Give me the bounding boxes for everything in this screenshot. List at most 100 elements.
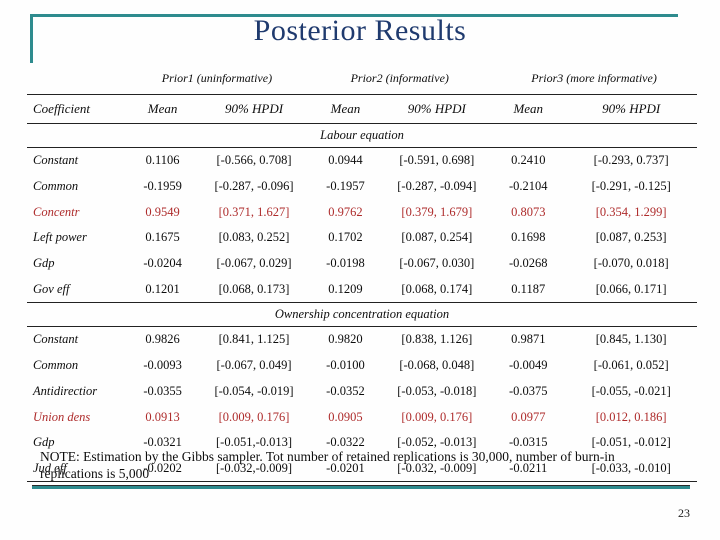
table-row: Left power 0.1675 [0.083, 0.252] 0.1702 [0.0… — [27, 225, 697, 251]
hpdi-cell: [0.371, 1.627] — [218, 204, 290, 219]
mean-cell: 0.9549 — [145, 204, 180, 219]
table-row: Constant 0.1106 [-0.566, 0.708] 0.0944 [-0.5… — [27, 148, 697, 174]
column-header-hpdi: 90% HPDI — [382, 94, 492, 124]
mean-cell: -0.0355 — [143, 383, 182, 398]
hpdi-cell: [-0.070, 0.018] — [593, 256, 669, 271]
hpdi-cell: [-0.054, -0.019] — [214, 383, 294, 398]
mean-cell: -0.0352 — [326, 383, 365, 398]
column-header-hpdi: 90% HPDI — [565, 94, 697, 124]
hpdi-cell: [0.083, 0.252] — [218, 230, 290, 245]
hpdi-cell: [-0.051, -0.012] — [591, 435, 671, 450]
column-header-mean: Mean — [308, 94, 383, 124]
coefficient-cell: Antidirectior — [33, 383, 98, 398]
mean-cell: 0.0905 — [328, 409, 363, 424]
mean-cell: -0.0204 — [143, 256, 182, 271]
table-row: Constant 0.9826 [0.841, 1.125] 0.9820 [0.838… — [27, 327, 697, 353]
mean-cell: 0.1187 — [511, 281, 546, 296]
mean-cell: -0.0211 — [491, 455, 566, 483]
mean-cell: -0.0198 — [326, 256, 365, 271]
mean-cell: -0.0202 — [125, 455, 200, 483]
mean-cell: -0.0321 — [143, 435, 182, 450]
bottom-accent-line — [32, 485, 690, 489]
coefficient-cell: Union dens — [33, 409, 91, 424]
mean-cell: 0.1106 — [145, 153, 180, 168]
prior2-header: Prior2 (informative) — [350, 70, 449, 85]
prior1-header: Prior1 (uninformative) — [161, 70, 273, 85]
posterior-results-table: Prior1 (uninformative) Prior2 (informati… — [27, 62, 697, 483]
coefficient-cell: Gdp — [33, 256, 55, 271]
table-row: Gov eff 0.1201 [0.068, 0.173] 0.1209 [0.068,… — [27, 276, 697, 302]
mean-cell: 0.9826 — [145, 332, 180, 347]
coefficient-cell: Gov eff — [33, 281, 70, 296]
section-header-row: Labour equation — [27, 123, 697, 148]
column-header-coefficient: Coefficient — [27, 94, 126, 124]
mean-cell: 0.9820 — [328, 332, 363, 347]
hpdi-cell: [-0.053, -0.018] — [397, 383, 477, 398]
hpdi-cell: [-0.067, 0.030] — [399, 256, 475, 271]
mean-cell: -0.1959 — [143, 179, 182, 194]
mean-cell: 0.9871 — [511, 332, 546, 347]
coefficient-cell: Constant — [33, 153, 79, 168]
section-title: Ownership concentration equation — [27, 302, 697, 328]
empty-cell — [27, 62, 126, 95]
prior-header-row: Prior1 (uninformative) Prior2 (informati… — [27, 62, 697, 95]
hpdi-cell: [-0.287, -0.094] — [397, 179, 477, 194]
table-row: Common -0.0093 [-0.067, 0.049] -0.0100 [-0.0… — [27, 353, 697, 379]
mean-cell: 0.0944 — [328, 153, 363, 168]
column-header-hpdi: 90% HPDI — [199, 94, 309, 124]
coefficient-cell: Concentr — [33, 204, 80, 219]
hpdi-cell: [0.354, 1.299] — [595, 204, 667, 219]
slide-title: Posterior Results — [253, 14, 467, 47]
table-row: Gdp -0.0321 [-0.051,-0.013] -0.0322 [-0.052,… — [27, 430, 697, 456]
table-row: Antidirectior -0.0355 [-0.054, -0.019] -0.0… — [27, 379, 697, 405]
hpdi-cell: [-0.061, 0.052] — [593, 358, 669, 373]
table-row: Jud eff -0.0202 [-0.032,-0.009] -0.0201 [-0.… — [27, 455, 697, 483]
mean-cell: -0.1957 — [326, 179, 365, 194]
coefficient-cell: Gdp — [33, 435, 55, 450]
hpdi-cell: [0.838, 1.126] — [401, 332, 473, 347]
hpdi-cell: [-0.051,-0.013] — [216, 435, 293, 450]
section-title: Labour equation — [27, 123, 697, 148]
mean-cell: 0.1209 — [328, 281, 363, 296]
left-accent-line — [30, 14, 33, 63]
mean-cell: 0.1698 — [511, 230, 546, 245]
hpdi-cell: [-0.068, 0.048] — [399, 358, 475, 373]
hpdi-cell: [-0.055, -0.021] — [591, 383, 671, 398]
column-header-row: Coefficient Mean 90% HPDI Mean 90% HPDI … — [27, 94, 697, 124]
coefficient-cell: Constant — [33, 332, 79, 347]
section-header-row: Ownership concentration equation — [27, 302, 697, 328]
hpdi-cell: [0.841, 1.125] — [218, 332, 290, 347]
hpdi-cell: [-0.287, -0.096] — [214, 179, 294, 194]
hpdi-cell: [0.068, 0.173] — [218, 281, 290, 296]
hpdi-cell: [-0.067, 0.049] — [216, 358, 292, 373]
hpdi-cell: [-0.293, 0.737] — [593, 153, 669, 168]
hpdi-cell: [0.068, 0.174] — [401, 281, 473, 296]
mean-cell: -0.0100 — [326, 358, 365, 373]
mean-cell: -0.0315 — [508, 435, 548, 450]
mean-cell: 0.0913 — [145, 409, 180, 424]
mean-cell: -0.0268 — [508, 256, 548, 271]
hpdi-cell: [-0.566, 0.708] — [216, 153, 292, 168]
hpdi-cell: [0.009, 0.176] — [401, 409, 473, 424]
hpdi-cell: [0.009, 0.176] — [218, 409, 290, 424]
coefficient-cell: Left power — [33, 230, 87, 245]
coefficient-cell: Jud eff — [27, 455, 126, 483]
coefficient-cell: Common — [33, 179, 79, 194]
hpdi-cell: [0.845, 1.130] — [595, 332, 667, 347]
hpdi-cell: [0.379, 1.679] — [401, 204, 473, 219]
mean-cell: -0.0093 — [143, 358, 182, 373]
mean-cell: 0.0977 — [511, 409, 546, 424]
hpdi-cell: [0.012, 0.186] — [595, 409, 667, 424]
column-header-mean: Mean — [491, 94, 566, 124]
footnote: NOTE: Estimation by the Gibbs sampler. T… — [40, 449, 615, 481]
hpdi-cell: [-0.291, -0.125] — [591, 179, 671, 194]
mean-cell: -0.0322 — [326, 435, 365, 450]
hpdi-cell: [-0.032,-0.009] — [199, 455, 309, 483]
hpdi-cell: [0.066, 0.171] — [595, 281, 667, 296]
table-row: Union dens 0.0913 [0.009, 0.176] 0.0905 [0.0… — [27, 404, 697, 430]
prior3-header: Prior3 (more informative) — [531, 70, 657, 85]
mean-cell: 0.8073 — [511, 204, 546, 219]
coefficient-cell: Common — [33, 358, 79, 373]
hpdi-cell: [-0.052, -0.013] — [397, 435, 477, 450]
